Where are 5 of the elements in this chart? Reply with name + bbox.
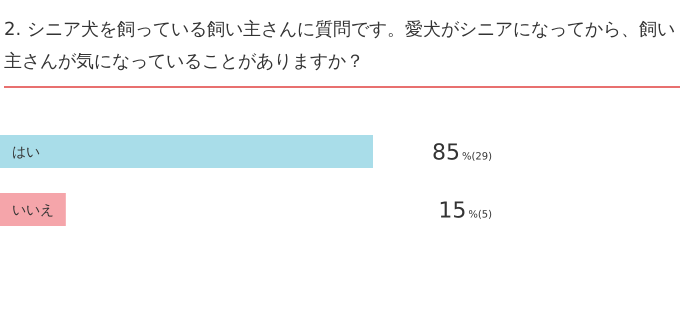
- data-label: 85%(29): [432, 140, 492, 166]
- y-tick-label: いいえ: [12, 202, 54, 218]
- y-tick-label: はい: [12, 144, 40, 160]
- chart-title: 2. シニア犬を飼っている飼い主さんに質問です。愛犬がシニアになってから、飼い主さんが気になっていることがありますか？: [4, 14, 680, 88]
- data-label: 15%(5): [438, 198, 492, 224]
